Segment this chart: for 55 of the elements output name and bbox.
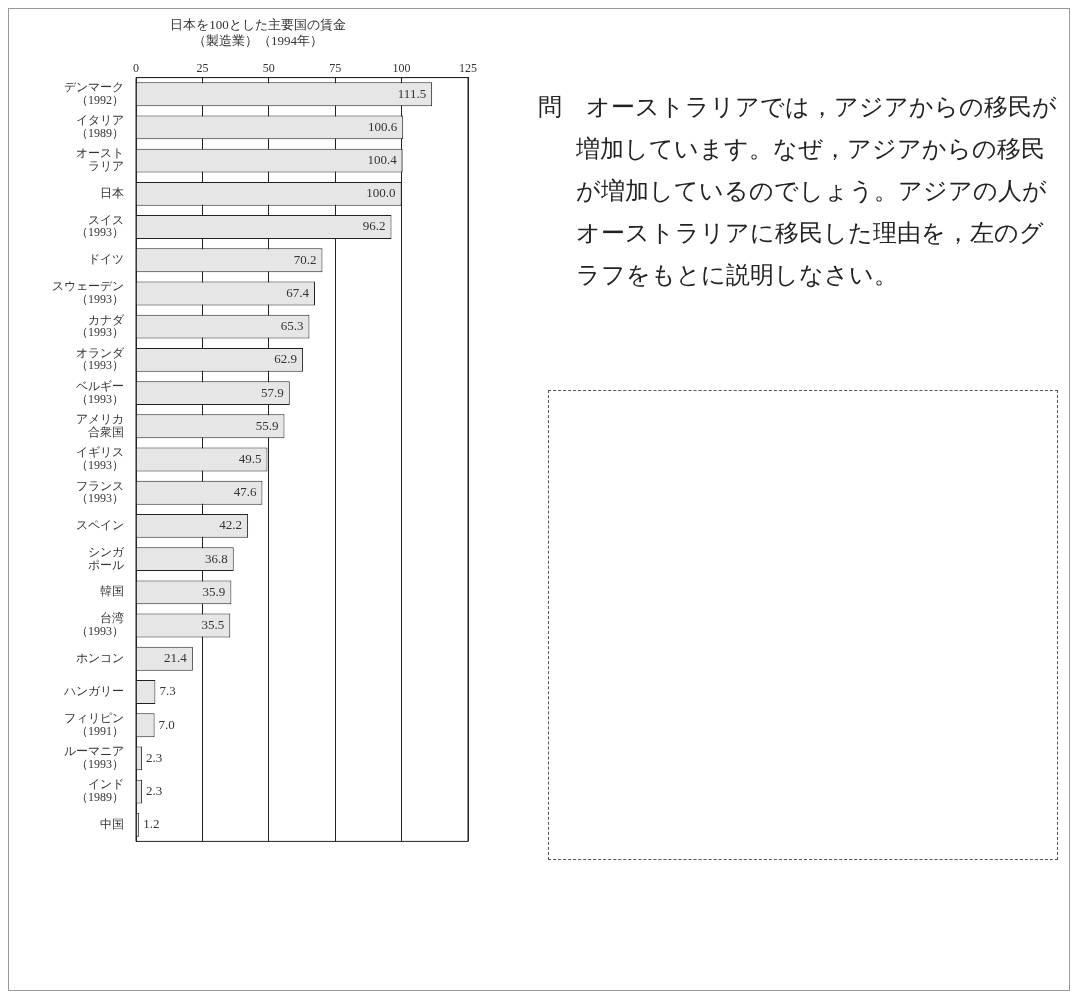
text: 日本を100とした主要国の賃金	[170, 17, 346, 33]
data-label: 100.4	[367, 152, 398, 168]
data-label: 55.9	[255, 417, 279, 433]
y-tick-label: 台湾（1993）	[76, 611, 124, 638]
y-tick-label: ベルギー（1993）	[76, 378, 124, 406]
y-tick-label: ルーマニア（1993）	[64, 744, 124, 771]
data-label: 35.5	[201, 616, 225, 632]
data-label: 70.2	[293, 251, 317, 267]
data-label: 42.2	[219, 517, 243, 533]
data-label: 100.6	[367, 118, 398, 134]
y-tick-label: イタリア（1989）	[76, 113, 124, 140]
y-tick-label: フィリピン（1991）	[64, 711, 124, 738]
y-tick-label: インド（1989）	[76, 777, 124, 805]
data-label: 7.3	[159, 683, 176, 699]
data-label: 62.9	[274, 351, 298, 367]
data-label: 65.3	[280, 318, 304, 334]
data-label: 100.0	[366, 185, 396, 201]
y-tick-label: アメリカ合衆国	[76, 412, 124, 439]
y-tick-label: ドイツ	[88, 252, 124, 267]
y-tick-label: オランダ（1993）	[76, 345, 125, 373]
y-tick-label: デンマーク（1992）	[64, 80, 124, 107]
y-tick-label: オーストラリア	[76, 146, 124, 174]
y-tick-label: ホンコン	[76, 650, 124, 665]
y-tick-label: スイス（1993）	[76, 212, 124, 240]
y-tick-label: スペイン	[76, 518, 124, 533]
text: 問 オーストラリアでは，アジアからの移民が増加しています。なぜ，アジアからの移民が増加しているのでしょう。アジアの人がオーストラリアに移民した理由を，左のグラフをもとに説明しなさい。	[538, 93, 1058, 290]
data-label: 2.3	[146, 783, 163, 799]
y-tick-label: 日本	[100, 185, 124, 200]
y-tick-label: イギリス（1993）	[76, 445, 124, 472]
data-label: 21.4	[164, 650, 188, 666]
data-label: 1.2	[143, 816, 160, 832]
data-label: 35.9	[202, 583, 226, 599]
x-tick-label: 75	[329, 60, 342, 75]
x-tick-label: 0	[133, 60, 139, 75]
y-tick-label: スウェーデン（1993）	[52, 279, 124, 306]
y-tick-label: フランス（1993）	[76, 478, 124, 506]
text: （製造業）（1994年）	[193, 32, 323, 48]
data-label: 67.4	[286, 284, 310, 300]
y-tick-label: シンガポール	[88, 544, 125, 572]
data-label: 2.3	[146, 749, 163, 765]
y-tick-label: 中国	[100, 816, 124, 831]
data-label: 57.9	[261, 384, 284, 400]
data-label: 96.2	[362, 218, 386, 234]
data-label: 7.0	[158, 716, 175, 732]
y-tick-label: カナダ（1993）	[76, 312, 125, 340]
x-tick-label: 100	[392, 60, 411, 75]
data-label: 36.8	[204, 550, 228, 566]
x-tick-label: 50	[262, 60, 275, 75]
y-tick-label: 韓国	[100, 584, 124, 599]
data-label: 111.5	[397, 85, 427, 101]
y-tick-label: ハンガリー	[63, 684, 124, 699]
x-tick-label: 25	[196, 60, 209, 75]
data-label: 47.6	[233, 484, 257, 500]
x-tick-label: 125	[459, 60, 477, 75]
data-label: 49.5	[238, 450, 262, 466]
